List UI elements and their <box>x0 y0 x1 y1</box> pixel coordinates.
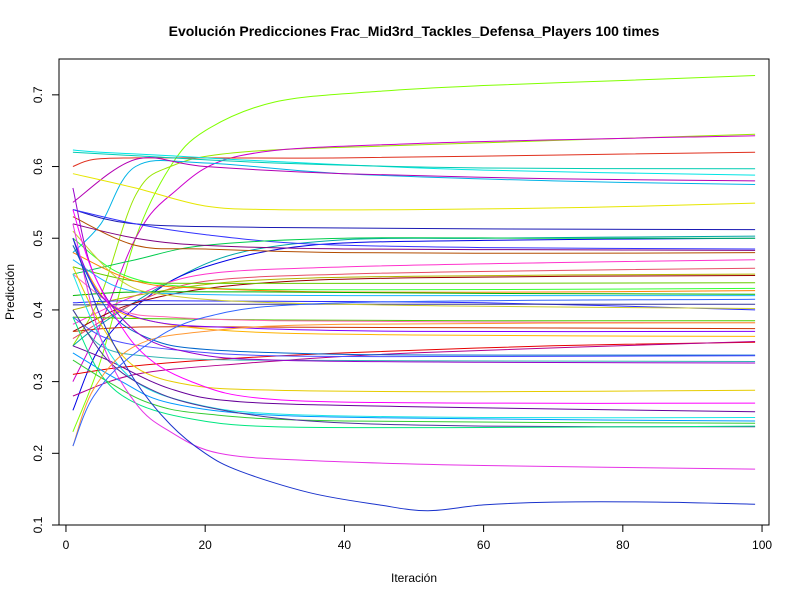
y-tick-label: 0.3 <box>31 373 45 390</box>
series-line-31 <box>72 326 756 332</box>
y-tick-label: 0.7 <box>31 86 45 103</box>
x-tick-label: 60 <box>477 538 491 552</box>
series-line-35 <box>72 341 756 397</box>
y-axis-label: Predicción <box>3 264 17 320</box>
series-line-7 <box>72 159 756 253</box>
x-tick-label: 40 <box>338 538 352 552</box>
series-line-5 <box>72 149 756 176</box>
series-line-46 <box>72 309 756 428</box>
series-line-14 <box>72 237 756 275</box>
series-line-41 <box>72 209 756 404</box>
series-line-20 <box>72 275 756 332</box>
series-line-36 <box>72 245 756 356</box>
series-line-30 <box>72 273 756 324</box>
y-tick-label: 0.4 <box>31 301 45 318</box>
series-line-28 <box>72 230 756 309</box>
x-tick-label: 0 <box>63 538 70 552</box>
series-lines <box>72 75 756 512</box>
series-line-2 <box>72 133 756 347</box>
series-line-12 <box>72 237 756 411</box>
series-line-6 <box>72 151 756 170</box>
y-tick-label: 0.2 <box>31 445 45 462</box>
series-line-26 <box>72 300 756 311</box>
series-line-48 <box>72 223 756 470</box>
series-line-25 <box>72 259 756 297</box>
x-tick-label: 100 <box>752 538 772 552</box>
y-axis: 0.1 0.2 0.3 0.4 0.5 0.6 0.7 <box>31 86 60 533</box>
x-tick-label: 80 <box>616 538 630 552</box>
series-line-13 <box>72 209 756 250</box>
series-line-15 <box>72 223 756 251</box>
series-line-8 <box>72 157 756 203</box>
series-line-19 <box>72 273 756 311</box>
series-line-51 <box>72 298 756 447</box>
series-line-4 <box>72 151 756 167</box>
series-line-43 <box>72 273 756 419</box>
series-line-38 <box>72 309 756 362</box>
series-line-49 <box>72 238 756 512</box>
y-tick-label: 0.5 <box>31 230 45 247</box>
y-tick-label: 0.6 <box>31 158 45 175</box>
series-line-45 <box>72 359 756 424</box>
series-line-44 <box>72 352 756 422</box>
series-line-40 <box>72 266 756 393</box>
series-line-29 <box>72 316 756 322</box>
chart-title: Evolución Predicciones Frac_Mid3rd_Tackl… <box>169 23 660 39</box>
series-line-16 <box>72 216 756 254</box>
x-axis: 0 20 40 60 80 100 <box>63 524 772 552</box>
x-axis-label: Iteración <box>391 571 437 585</box>
series-line-33 <box>72 237 756 333</box>
series-line-1 <box>72 75 756 432</box>
series-line-50 <box>72 322 756 447</box>
y-tick-label: 0.1 <box>31 516 45 533</box>
x-tick-label: 20 <box>198 538 212 552</box>
series-line-22 <box>72 237 756 291</box>
series-line-9 <box>72 173 756 211</box>
